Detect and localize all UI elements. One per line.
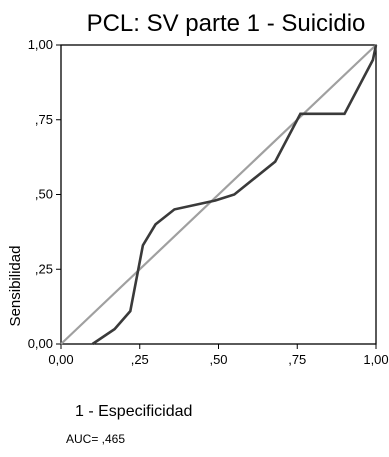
y-tick-label: ,50 xyxy=(35,187,53,202)
chart-title: PCL: SV parte 1 - Suicidio xyxy=(87,10,366,37)
y-tick-label: 0,00 xyxy=(28,336,53,351)
x-axis-label: 1 - Especificidad xyxy=(75,403,192,420)
y-tick-labels: 0,00 ,25 ,50 ,75 1,00 xyxy=(28,37,53,351)
y-tick-label: ,25 xyxy=(35,261,53,276)
x-tick-label: 1,00 xyxy=(363,352,388,367)
x-tick-labels: 0,00 ,25 ,50 ,75 1,00 xyxy=(48,352,388,367)
x-tick-label: ,50 xyxy=(209,352,227,367)
x-tick-label: ,25 xyxy=(131,352,149,367)
y-tick-label: ,75 xyxy=(35,112,53,127)
x-tick-label: 0,00 xyxy=(48,352,73,367)
axis-ticks xyxy=(56,44,377,349)
roc-curve-line xyxy=(91,44,378,346)
y-tick-label: 1,00 xyxy=(28,37,53,52)
reference-diagonal-line xyxy=(60,44,377,345)
auc-annotation: AUC= ,465 xyxy=(66,432,125,446)
y-axis-label: Sensibilidad xyxy=(7,246,24,327)
x-tick-label: ,75 xyxy=(288,352,306,367)
